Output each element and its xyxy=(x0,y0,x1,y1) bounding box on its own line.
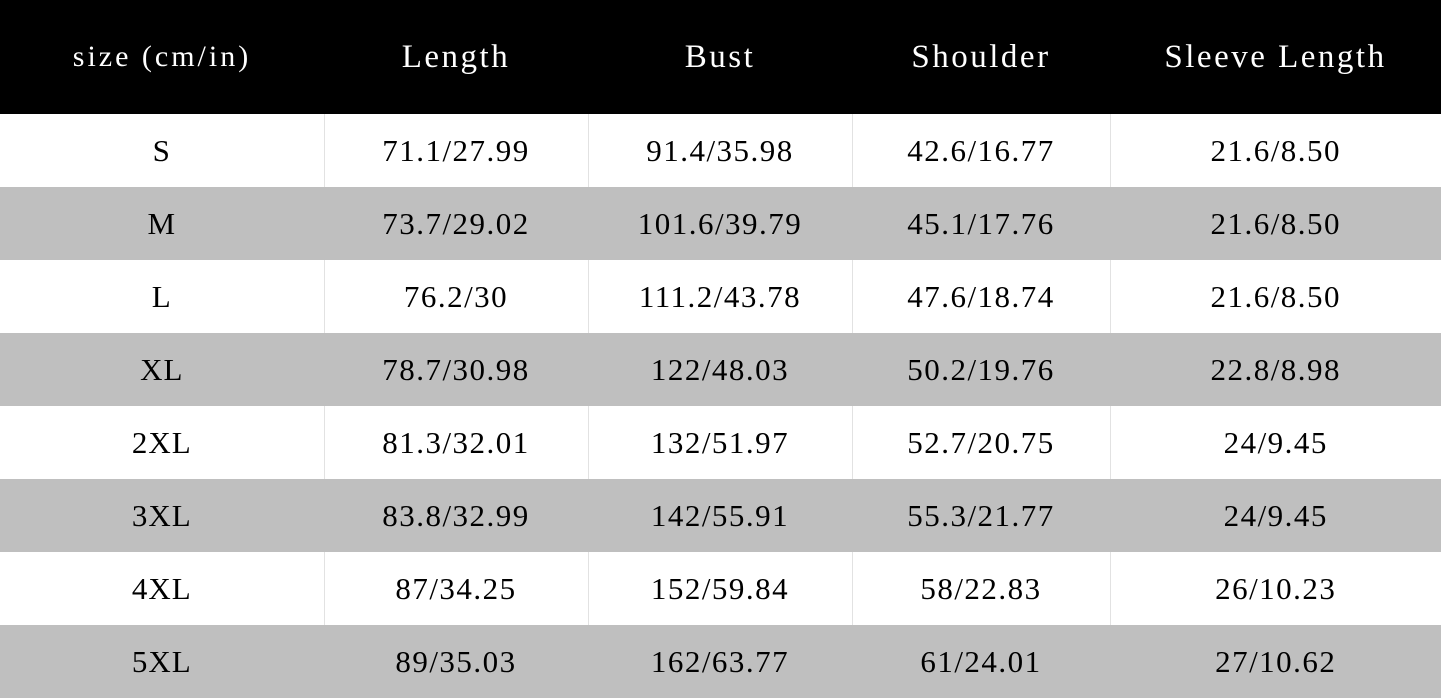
cell-length: 81.3/32.01 xyxy=(323,406,588,479)
cell-size: 4XL xyxy=(131,570,192,606)
table-row: 4XL 87/34.25 152/59.84 58/22.83 26/10.23 xyxy=(0,552,1441,625)
cell-size: S xyxy=(152,132,171,168)
table-row: M 73.7/29.02 101.6/39.79 45.1/17.76 21.6… xyxy=(0,187,1441,260)
cell-shoulder: 58/22.83 xyxy=(851,552,1110,625)
cell-sleeve: 26/10.23 xyxy=(1109,552,1441,625)
cell-shoulder: 45.1/17.76 xyxy=(851,187,1110,260)
table-header: size (cm/in) Length Bust Shoulder Sleeve… xyxy=(0,0,1441,114)
cell-size: 5XL xyxy=(131,643,192,679)
cell-bust: 101.6/39.79 xyxy=(587,187,852,260)
cell-length: 87/34.25 xyxy=(323,552,588,625)
cell-sleeve: 24/9.45 xyxy=(1109,406,1441,479)
table-row: 5XL 89/35.03 162/63.77 61/24.01 27/10.62 xyxy=(0,625,1441,698)
cell-sleeve: 27/10.62 xyxy=(1109,625,1441,698)
cell-shoulder: 52.7/20.75 xyxy=(851,406,1110,479)
cell-length: 73.7/29.02 xyxy=(323,187,588,260)
table-row: L 76.2/30 111.2/43.78 47.6/18.74 21.6/8.… xyxy=(0,260,1441,333)
table-row: S 71.1/27.99 91.4/35.98 42.6/16.77 21.6/… xyxy=(0,114,1441,187)
cell-bust: 91.4/35.98 xyxy=(587,114,852,187)
cell-bust: 162/63.77 xyxy=(587,625,852,698)
cell-shoulder: 47.6/18.74 xyxy=(851,260,1110,333)
cell-shoulder: 55.3/21.77 xyxy=(851,479,1110,552)
cell-size: 3XL xyxy=(131,497,192,533)
column-header-bust: Bust xyxy=(684,38,756,75)
cell-length: 89/35.03 xyxy=(323,625,588,698)
cell-shoulder: 61/24.01 xyxy=(851,625,1110,698)
cell-length: 76.2/30 xyxy=(323,260,588,333)
cell-shoulder: 50.2/19.76 xyxy=(851,333,1110,406)
cell-length: 78.7/30.98 xyxy=(323,333,588,406)
cell-length: 83.8/32.99 xyxy=(323,479,588,552)
cell-sleeve: 22.8/8.98 xyxy=(1109,333,1441,406)
cell-sleeve: 21.6/8.50 xyxy=(1109,260,1441,333)
cell-bust: 142/55.91 xyxy=(587,479,852,552)
cell-shoulder: 42.6/16.77 xyxy=(851,114,1110,187)
table-body: S 71.1/27.99 91.4/35.98 42.6/16.77 21.6/… xyxy=(0,114,1441,698)
column-header-size: size (cm/in) xyxy=(72,40,252,73)
cell-bust: 132/51.97 xyxy=(587,406,852,479)
column-header-length: Length xyxy=(401,38,511,75)
cell-size: L xyxy=(151,278,172,314)
cell-sleeve: 24/9.45 xyxy=(1109,479,1441,552)
cell-sleeve: 21.6/8.50 xyxy=(1109,114,1441,187)
table-row: XL 78.7/30.98 122/48.03 50.2/19.76 22.8/… xyxy=(0,333,1441,406)
table-row: 3XL 83.8/32.99 142/55.91 55.3/21.77 24/9… xyxy=(0,479,1441,552)
cell-length: 71.1/27.99 xyxy=(323,114,588,187)
cell-size: XL xyxy=(140,351,184,387)
column-header-sleeve-length: Sleeve Length xyxy=(1164,38,1387,75)
table-row: 2XL 81.3/32.01 132/51.97 52.7/20.75 24/9… xyxy=(0,406,1441,479)
column-header-shoulder: Shoulder xyxy=(911,38,1051,75)
cell-size: 2XL xyxy=(131,424,192,460)
cell-size: M xyxy=(147,205,177,241)
cell-bust: 111.2/43.78 xyxy=(587,260,852,333)
cell-bust: 122/48.03 xyxy=(587,333,852,406)
cell-sleeve: 21.6/8.50 xyxy=(1109,187,1441,260)
header-row: size (cm/in) Length Bust Shoulder Sleeve… xyxy=(0,0,1441,114)
cell-bust: 152/59.84 xyxy=(587,552,852,625)
